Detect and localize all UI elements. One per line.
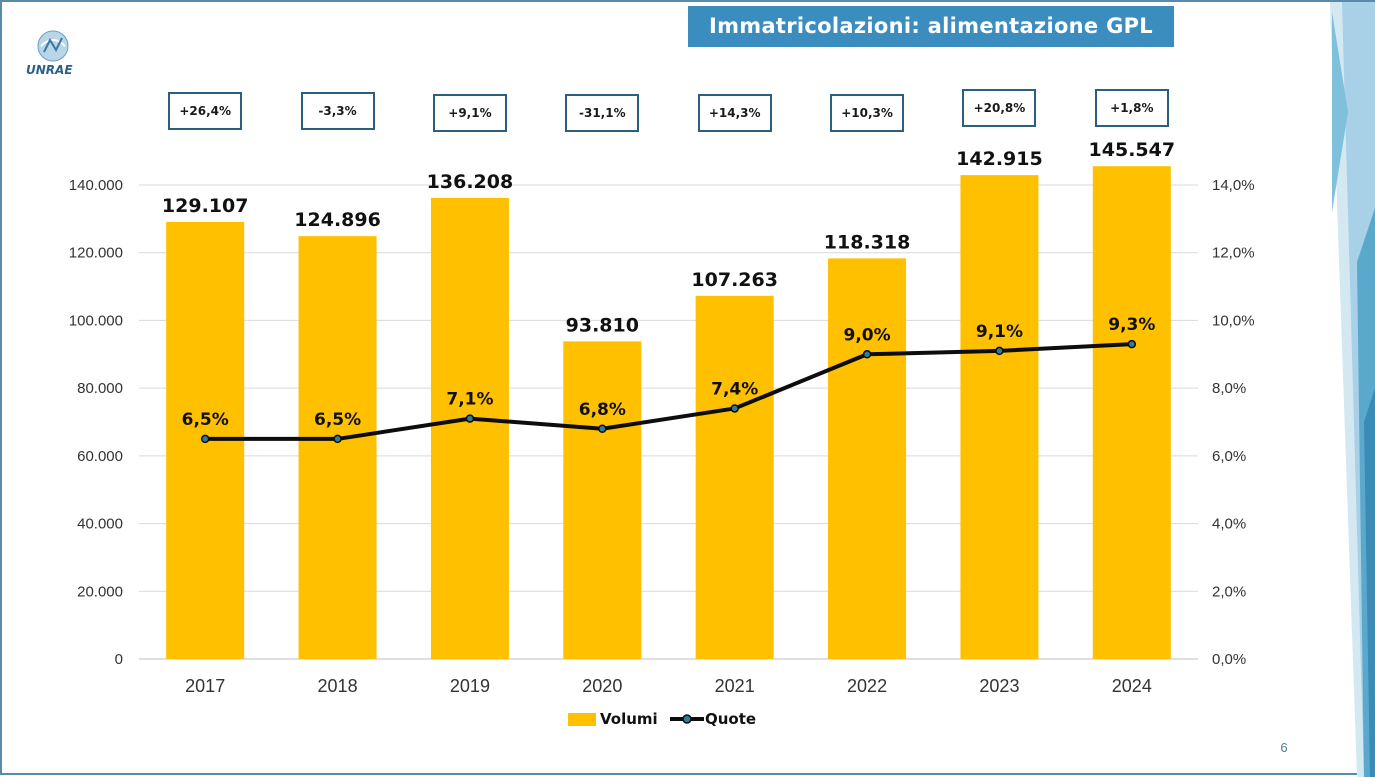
- data-labels: 129.107 124.896 136.208 93.810 107.263 118.31…: [162, 139, 1175, 430]
- right-axis-tick-label: 2,0%: [1212, 583, 1246, 600]
- x-axis-tick-label: 2017: [185, 676, 225, 696]
- left-axis-tick-label: 40.000: [77, 516, 123, 533]
- left-axis-tick-label: 120.000: [69, 245, 123, 262]
- legend-volumi-swatch: [568, 712, 596, 726]
- quote-value-label: 7,1%: [446, 390, 493, 410]
- x-axis-tick-label: 2022: [847, 676, 887, 696]
- x-axis-tick-label: 2024: [1112, 676, 1152, 696]
- quote-line: [200, 339, 1137, 444]
- quote-value-label: 9,1%: [976, 322, 1023, 342]
- quote-point: [333, 434, 342, 444]
- left-axis-tick-label: 100.000: [69, 312, 123, 329]
- x-axis-tick-label: 2018: [318, 676, 358, 696]
- side-decoration: [1330, 2, 1375, 777]
- page-number: 6: [1280, 740, 1288, 755]
- slide-title: Immatricolazioni: alimentazione GPL: [688, 6, 1174, 47]
- yoy-change-box: +1,8%: [1094, 89, 1169, 127]
- legend-volumi: Volumi: [568, 709, 658, 729]
- bar-value-label: 107.263: [691, 269, 778, 291]
- quote-value-label: 7,4%: [711, 379, 758, 399]
- bar-volumi: [1092, 166, 1171, 660]
- gridlines: [139, 184, 1198, 660]
- right-axis-tick-label: 6,0%: [1212, 448, 1246, 465]
- right-axis-tick-label: 14,0%: [1212, 177, 1255, 194]
- axes: 0 0,0% 20.000 2,0% 40.000 4,0% 60.000 6,0% 80.00…: [69, 177, 1255, 696]
- left-axis-tick-label: 140.000: [69, 177, 123, 194]
- quote-value-label: 9,0%: [843, 325, 890, 345]
- yoy-change-box: -3,3%: [300, 92, 375, 130]
- x-axis-tick-label: 2021: [715, 676, 755, 696]
- bar-volumi: [563, 341, 642, 659]
- bar-value-label: 124.896: [294, 209, 381, 231]
- quote-point: [862, 350, 872, 359]
- left-axis-tick-label: 20.000: [77, 583, 123, 600]
- svg-text:UNRAE: UNRAE: [26, 63, 73, 77]
- legend-quote-swatch: [670, 714, 704, 724]
- quote-value-label: 6,8%: [579, 400, 626, 420]
- x-axis-tick-label: 2020: [582, 676, 622, 696]
- right-axis-tick-label: 10,0%: [1212, 312, 1255, 329]
- quote-series-line: [205, 342, 1132, 441]
- bar-value-label: 145.547: [1089, 139, 1176, 161]
- quote-point: [995, 346, 1004, 356]
- bar-volumi: [828, 258, 907, 659]
- yoy-change-box: +26,4%: [168, 92, 243, 130]
- quote-point: [1127, 339, 1137, 349]
- bars: [166, 166, 1171, 660]
- right-axis-tick-label: 4,0%: [1212, 516, 1246, 533]
- legend-quote: Quote: [670, 709, 756, 729]
- left-axis-tick-label: 60.000: [77, 448, 123, 465]
- yoy-change-box: +14,3%: [697, 94, 772, 132]
- bar-volumi: [298, 236, 377, 660]
- bar-volumi: [960, 175, 1039, 659]
- left-axis-tick-label: 80.000: [77, 380, 123, 397]
- left-axis-tick-label: 0: [115, 651, 123, 668]
- x-axis-tick-label: 2023: [979, 676, 1019, 696]
- bar-value-label: 93.810: [566, 314, 639, 336]
- bar-volumi: [695, 295, 774, 659]
- quote-value-label: 9,3%: [1108, 315, 1155, 335]
- yoy-change-box: -31,1%: [565, 94, 640, 132]
- yoy-change-box: +9,1%: [432, 94, 507, 132]
- quote-value-label: 6,5%: [314, 410, 361, 430]
- x-axis-tick-label: 2019: [450, 676, 490, 696]
- quote-point: [730, 404, 739, 413]
- right-axis-tick-label: 12,0%: [1212, 245, 1255, 262]
- bar-value-label: 136.208: [427, 171, 514, 193]
- unrae-logo: UNRAE: [26, 30, 73, 77]
- quote-point: [465, 414, 475, 423]
- yoy-change-box: +20,8%: [962, 89, 1037, 127]
- legend-quote-label: Quote: [705, 710, 757, 728]
- bar-volumi: [430, 197, 509, 659]
- bar-value-label: 129.107: [162, 195, 249, 217]
- right-axis-tick-label: 0,0%: [1212, 651, 1246, 668]
- quote-value-label: 6,5%: [182, 410, 229, 430]
- bar-value-label: 142.915: [956, 148, 1043, 170]
- legend-volumi-label: Volumi: [600, 710, 658, 728]
- bar-value-label: 118.318: [824, 231, 911, 253]
- right-axis-tick-label: 8,0%: [1212, 380, 1246, 397]
- quote-point: [200, 434, 210, 444]
- yoy-change-box: +10,3%: [830, 94, 905, 132]
- quote-point: [598, 424, 607, 434]
